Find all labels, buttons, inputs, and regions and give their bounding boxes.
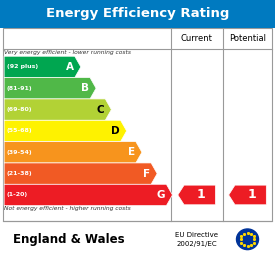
Polygon shape: [4, 184, 172, 206]
Text: 1: 1: [197, 188, 205, 201]
Polygon shape: [178, 185, 215, 205]
Bar: [0, 0, 275, 28]
Text: (1-20): (1-20): [7, 192, 28, 197]
Text: F: F: [143, 169, 150, 179]
Text: Potential: Potential: [229, 34, 266, 43]
Polygon shape: [4, 99, 111, 120]
Polygon shape: [229, 185, 266, 205]
Text: Energy Efficiency Rating: Energy Efficiency Rating: [46, 7, 229, 20]
Polygon shape: [4, 120, 126, 142]
Polygon shape: [4, 142, 142, 163]
Text: (55-68): (55-68): [7, 128, 32, 133]
Text: (39-54): (39-54): [7, 150, 32, 155]
Polygon shape: [4, 56, 81, 78]
Bar: [3, 28, 272, 221]
Text: 2002/91/EC: 2002/91/EC: [176, 241, 217, 247]
Text: C: C: [97, 104, 104, 115]
Polygon shape: [4, 78, 96, 99]
Circle shape: [236, 229, 258, 250]
Text: A: A: [66, 62, 74, 72]
Text: D: D: [111, 126, 119, 136]
Text: B: B: [81, 83, 89, 93]
Text: E: E: [128, 147, 135, 157]
Polygon shape: [4, 163, 157, 184]
Text: Not energy efficient - higher running costs: Not energy efficient - higher running co…: [4, 206, 131, 211]
Text: Very energy efficient - lower running costs: Very energy efficient - lower running co…: [4, 50, 131, 55]
Text: England & Wales: England & Wales: [13, 233, 125, 246]
Text: (81-91): (81-91): [7, 86, 32, 91]
Text: (21-38): (21-38): [7, 171, 32, 176]
Text: (92 plus): (92 plus): [7, 64, 38, 69]
Text: EU Directive: EU Directive: [175, 232, 218, 238]
Text: Current: Current: [181, 34, 213, 43]
Text: (69-80): (69-80): [7, 107, 32, 112]
Text: 1: 1: [248, 188, 256, 201]
Text: G: G: [157, 190, 165, 200]
